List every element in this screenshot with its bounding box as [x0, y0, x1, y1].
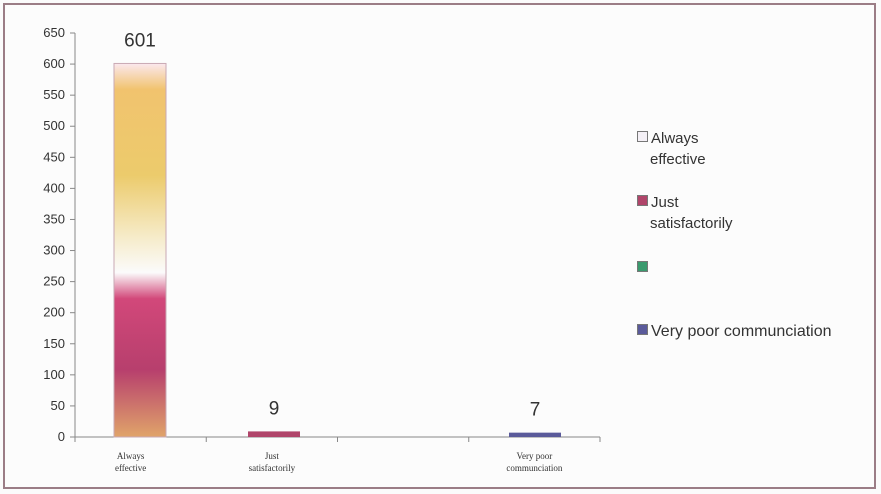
legend-label-line2: satisfactorily — [637, 215, 733, 232]
bar — [114, 63, 166, 437]
x-tick-label: communciation — [506, 463, 562, 473]
y-tick-label: 250 — [43, 274, 65, 289]
y-tick-label: 300 — [43, 243, 65, 258]
y-tick-label: 600 — [43, 56, 65, 71]
y-tick-label: 0 — [58, 429, 65, 444]
legend-swatch — [637, 195, 648, 206]
legend-label-line2: effective — [637, 151, 706, 168]
bar — [509, 433, 561, 437]
x-tick-label: effective — [115, 463, 146, 473]
y-tick-label: 500 — [43, 118, 65, 133]
y-tick-label: 150 — [43, 336, 65, 351]
legend-label: Just — [651, 194, 679, 211]
y-tick-label: 200 — [43, 305, 65, 320]
y-tick-label: 400 — [43, 180, 65, 195]
y-tick-label: 100 — [43, 367, 65, 382]
x-tick-label: Always — [117, 451, 145, 461]
legend-item-very-poor-communciation: Very poor communciation — [637, 321, 832, 342]
x-tick-label: Very poor — [517, 451, 553, 461]
y-tick-label: 650 — [43, 25, 65, 40]
legend-swatch — [637, 131, 648, 142]
legend-item-just-satisfactorily: Just satisfactorily — [637, 192, 733, 234]
legend-swatch — [637, 261, 648, 272]
data-label: 9 — [269, 398, 280, 419]
x-tick-label: satisfactorily — [249, 463, 296, 473]
x-tick-label: Just — [265, 451, 280, 461]
data-label: 601 — [124, 30, 156, 51]
legend-label: Very poor communciation — [651, 323, 832, 340]
legend-label: Always — [651, 130, 699, 147]
bar — [248, 431, 300, 437]
y-tick-label: 350 — [43, 211, 65, 226]
legend-item-unlabeled — [637, 258, 651, 279]
y-tick-label: 450 — [43, 149, 65, 164]
y-tick-label: 550 — [43, 87, 65, 102]
legend-swatch — [637, 324, 648, 335]
legend-item-always-effective: Always effective — [637, 128, 706, 170]
data-label: 7 — [530, 400, 541, 421]
y-tick-label: 50 — [51, 398, 65, 413]
